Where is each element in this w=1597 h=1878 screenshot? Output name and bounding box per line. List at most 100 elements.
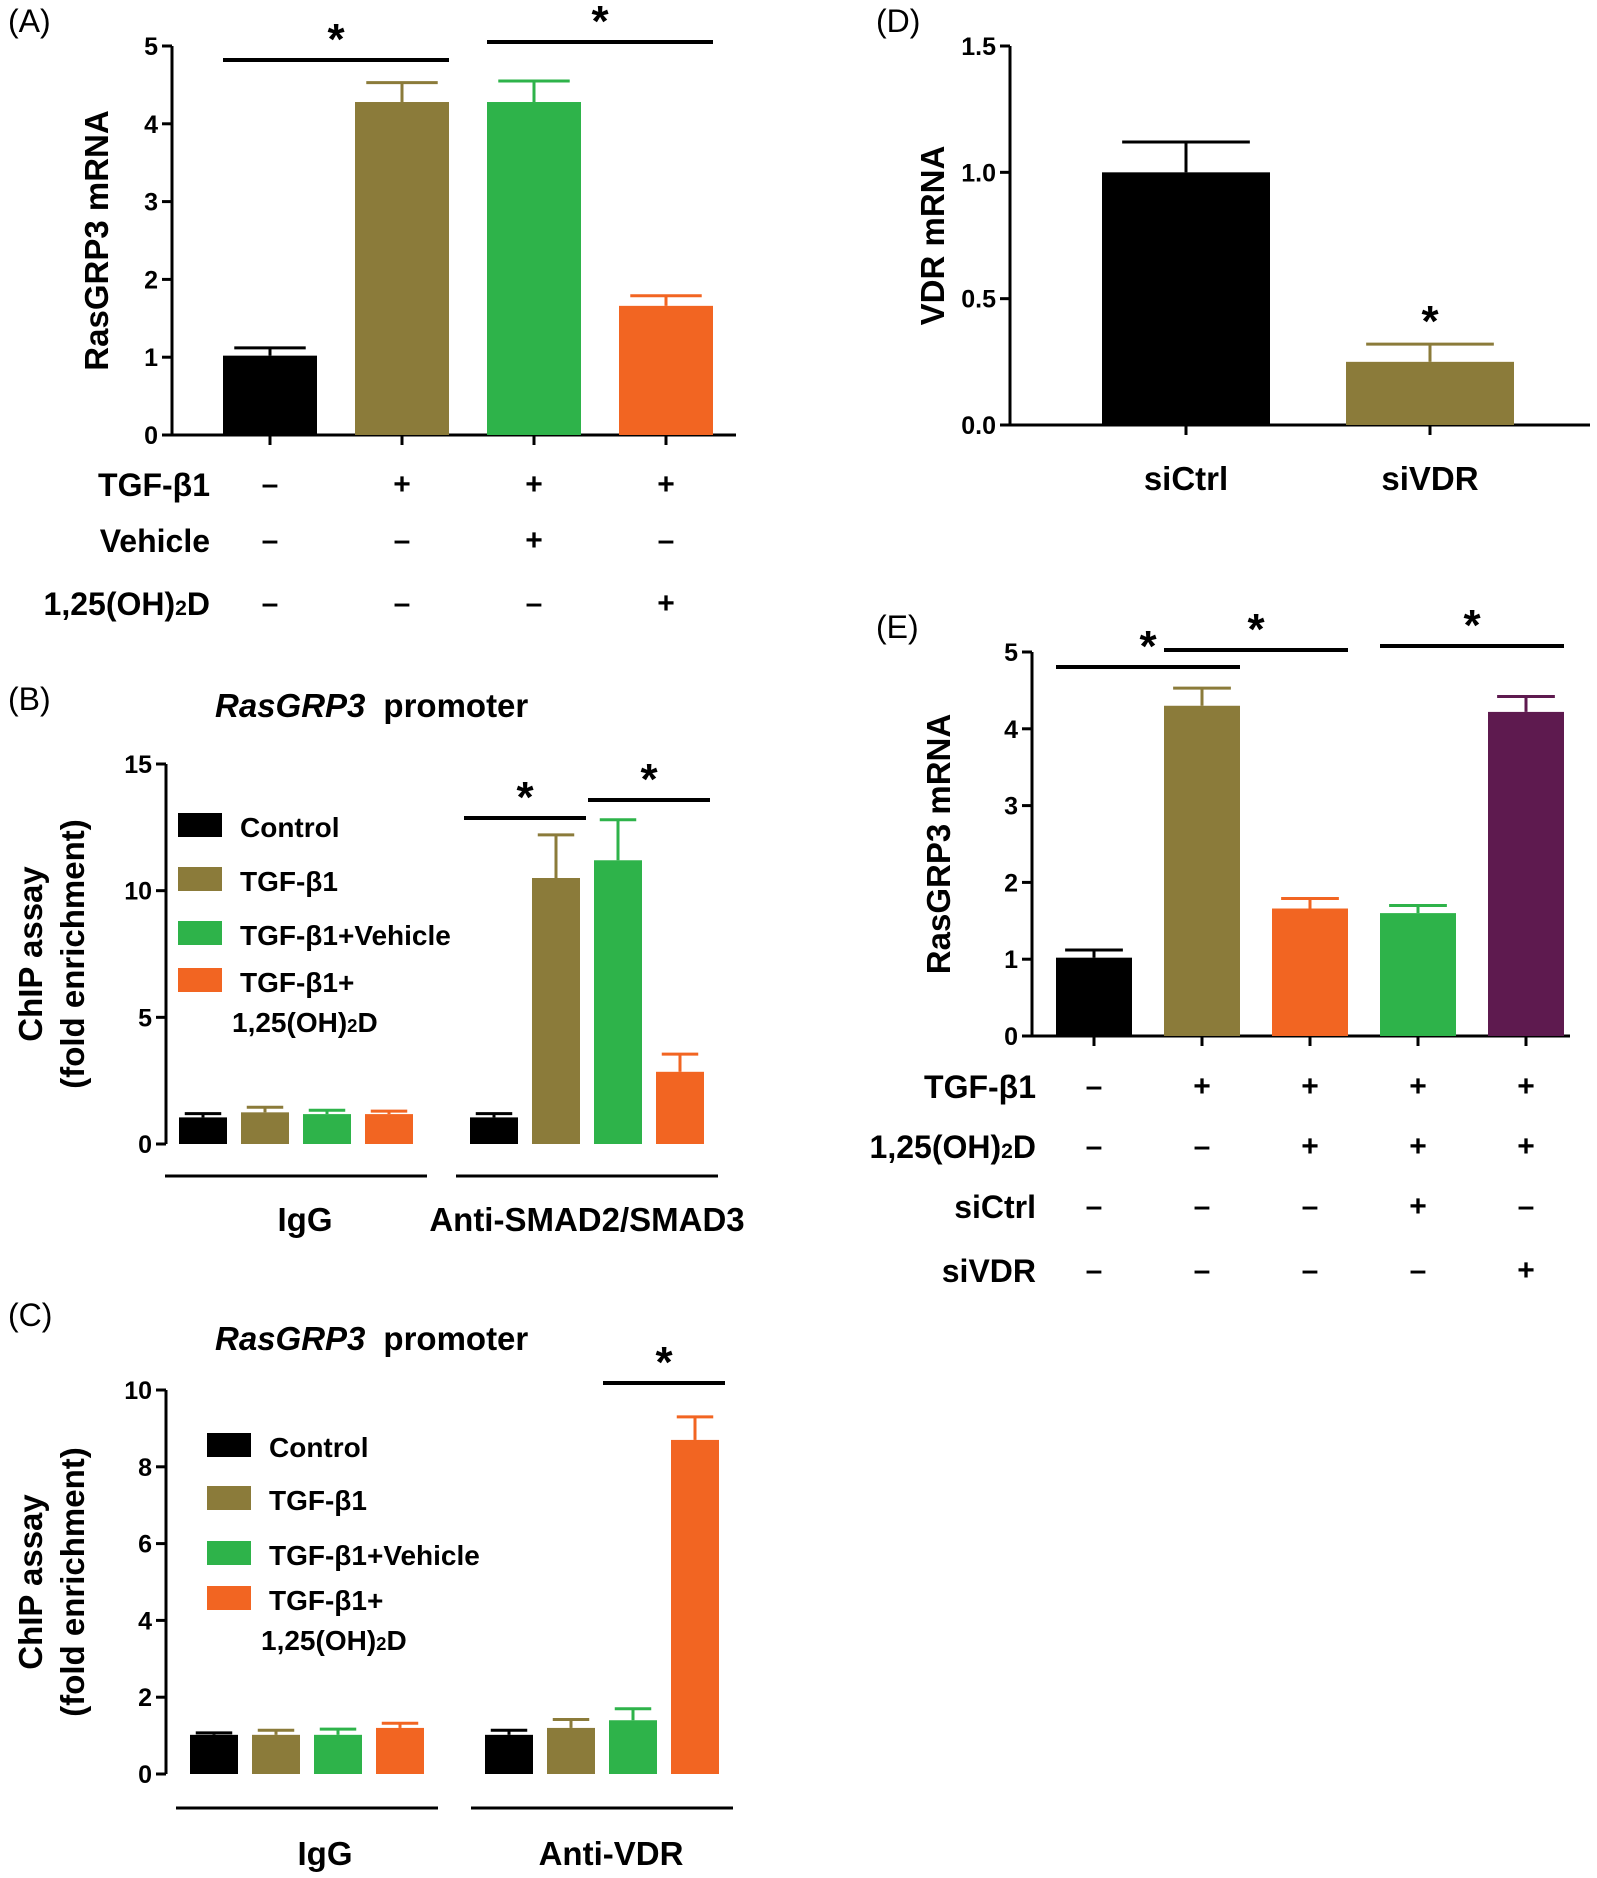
- bar: [1488, 711, 1564, 1036]
- group-label: IgG: [298, 1835, 353, 1872]
- condition-mark: +: [1409, 1130, 1427, 1163]
- condition-mark: +: [1517, 1254, 1535, 1287]
- significance-star: *: [1421, 297, 1439, 346]
- bar: [1380, 913, 1456, 1036]
- condition-mark: +: [525, 524, 543, 557]
- chart-title: RasGRP3 promoter: [215, 687, 528, 724]
- y-tick-label: 3: [144, 189, 158, 217]
- condition-label-sub: 2: [175, 597, 187, 620]
- significance-star: *: [655, 1338, 673, 1387]
- y-axis-label: (fold enrichment): [54, 1447, 91, 1717]
- y-tick-label: 6: [138, 1531, 152, 1559]
- legend-swatch: [178, 968, 222, 992]
- y-tick-label: 4: [1004, 716, 1018, 744]
- panel-e: (E) RasGRP3 mRNA 0 1 2 3 4 5 * * * TGF-β1 – + + + +1,25(…: [870, 601, 1570, 1289]
- y-tick-label: 2: [1004, 869, 1018, 897]
- bar: [303, 1114, 351, 1144]
- y-tick-label: 4: [138, 1607, 152, 1635]
- panel-b: (B) RasGRP3 promoter ChIP assay (fold enrich…: [8, 681, 745, 1238]
- legend-label: TGF-β1: [240, 866, 338, 897]
- y-axis-label: VDR mRNA: [914, 146, 951, 326]
- y-tick-label: 8: [138, 1454, 152, 1482]
- y-tick-label: 1: [1004, 946, 1018, 974]
- legend-label: TGF-β1+Vehicle: [269, 1540, 480, 1571]
- bar: [314, 1734, 362, 1774]
- condition-label-sub: 2: [1001, 1140, 1013, 1163]
- y-tick-label: 0: [144, 422, 158, 450]
- panel-c: (C) RasGRP3 promoter ChIP assay (fold enrich…: [8, 1297, 733, 1872]
- legend-swatch: [178, 813, 222, 837]
- condition-label: Vehicle: [100, 523, 210, 559]
- y-tick-label: 5: [1004, 639, 1018, 667]
- condition-mark: +: [657, 587, 675, 620]
- chart-title-italic: RasGRP3: [215, 687, 365, 724]
- bar: [223, 355, 317, 435]
- legend-swatch: [178, 867, 222, 891]
- y-tick-label: 4: [144, 111, 158, 139]
- significance-star: *: [640, 755, 658, 804]
- bar: [532, 878, 580, 1144]
- condition-mark: +: [1409, 1190, 1427, 1223]
- legend-label: Control: [269, 1432, 369, 1463]
- y-tick-label: 1.0: [961, 159, 996, 187]
- condition-mark: +: [1409, 1070, 1427, 1103]
- condition-mark: –: [1086, 1070, 1103, 1103]
- bar: [1164, 705, 1240, 1036]
- bar: [609, 1720, 657, 1774]
- condition-label: 1,25(OH)2D: [870, 1129, 1036, 1165]
- condition-mark: +: [1517, 1130, 1535, 1163]
- bar: [487, 102, 581, 436]
- y-tick-label: 1.5: [961, 33, 996, 61]
- legend-label-2-tail: D: [357, 1007, 377, 1038]
- condition-mark: –: [1086, 1254, 1103, 1287]
- bar: [365, 1114, 413, 1144]
- y-tick-label: 5: [144, 33, 158, 61]
- condition-mark: +: [1193, 1070, 1211, 1103]
- y-tick-label: 10: [124, 1377, 152, 1405]
- condition-label: siVDR: [942, 1253, 1036, 1289]
- group-label: Anti-VDR: [539, 1835, 684, 1872]
- legend-label: TGF-β1+: [269, 1585, 383, 1616]
- bar: [485, 1734, 533, 1774]
- bar: [619, 305, 713, 435]
- bar: [1272, 908, 1348, 1036]
- legend-label: Control: [240, 812, 340, 843]
- y-tick-label: 0: [138, 1131, 152, 1159]
- condition-mark: –: [1194, 1190, 1211, 1223]
- condition-mark: –: [1194, 1254, 1211, 1287]
- y-axis-label: RasGRP3 mRNA: [920, 714, 957, 974]
- y-tick-label: 2: [144, 266, 158, 294]
- chart-title-italic: RasGRP3: [215, 1320, 365, 1357]
- condition-label-main: 1,25(OH): [44, 586, 176, 622]
- bar: [179, 1117, 227, 1144]
- condition-label-tail: D: [1013, 1129, 1036, 1165]
- condition-mark: +: [1301, 1130, 1319, 1163]
- condition-label: 1,25(OH)2D: [44, 586, 210, 622]
- bar: [1102, 172, 1270, 425]
- condition-mark: –: [658, 524, 675, 557]
- panel-label: (B): [8, 681, 51, 717]
- bar: [671, 1439, 719, 1774]
- chart-title-rest: promoter: [383, 687, 528, 724]
- y-tick-label: 1: [144, 344, 158, 372]
- condition-label-tail: D: [187, 586, 210, 622]
- condition-label: TGF-β1: [98, 467, 210, 503]
- significance-star: *: [1247, 605, 1265, 654]
- y-tick-label: 0.0: [961, 412, 996, 440]
- legend-swatch: [178, 921, 222, 945]
- significance-star: *: [591, 0, 609, 46]
- condition-mark: –: [1302, 1190, 1319, 1223]
- y-tick-label: 0: [1004, 1023, 1018, 1051]
- condition-mark: –: [526, 587, 543, 620]
- legend-label-2-main: 1,25(OH): [232, 1007, 347, 1038]
- condition-mark: +: [1517, 1070, 1535, 1103]
- condition-mark: –: [394, 587, 411, 620]
- condition-mark: –: [262, 587, 279, 620]
- condition-mark: –: [1518, 1190, 1535, 1223]
- condition-mark: –: [262, 468, 279, 501]
- condition-mark: +: [393, 468, 411, 501]
- bar: [1346, 361, 1514, 425]
- condition-label: siCtrl: [954, 1189, 1036, 1225]
- legend-label: TGF-β1+: [240, 967, 354, 998]
